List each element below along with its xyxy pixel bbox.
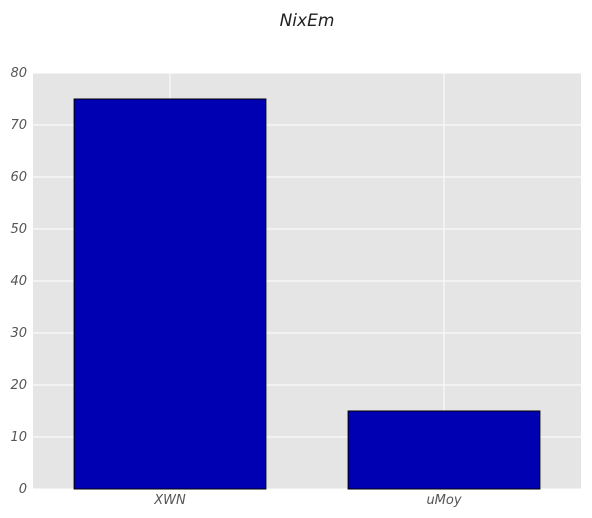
y-axis-ticks: 0 10 20 30 40 50 60 70 80 <box>10 66 27 497</box>
bar-XWN <box>73 98 267 490</box>
x-tick-label: XWN <box>153 493 186 508</box>
bar-uMoy <box>347 410 541 490</box>
y-tick-label: 40 <box>10 274 27 289</box>
y-tick-label: 30 <box>10 326 27 341</box>
y-tick-label: 50 <box>10 222 27 237</box>
y-tick-label: 0 <box>19 482 27 497</box>
y-tick-label: 60 <box>10 170 27 185</box>
y-tick-label: 20 <box>10 378 27 393</box>
y-tick-label: 10 <box>10 430 27 445</box>
chart-title: NixEm <box>280 11 335 31</box>
x-axis-ticks: XWN uMoy <box>153 493 462 508</box>
y-tick-label: 70 <box>10 118 27 133</box>
x-tick-label: uMoy <box>426 493 461 508</box>
bars <box>73 98 541 490</box>
y-tick-label: 80 <box>10 66 27 81</box>
